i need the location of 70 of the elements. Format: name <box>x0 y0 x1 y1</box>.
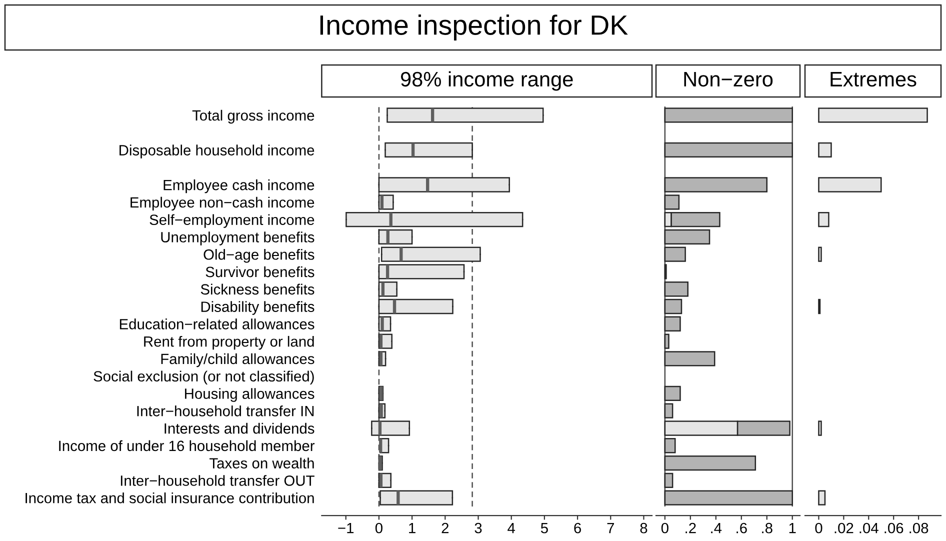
x-tick-label: 1 <box>789 523 796 534</box>
x-tick-label: 0 <box>375 522 382 534</box>
bar <box>664 455 756 471</box>
bar <box>664 282 688 297</box>
bar <box>818 420 822 436</box>
y-tick-label: Survivor benefits <box>206 266 314 278</box>
y-tick-label: Sickness benefits <box>200 284 314 295</box>
x-tick-label: 0 <box>815 522 822 534</box>
bar <box>664 142 793 158</box>
x-tick-label: .08 <box>910 522 928 534</box>
chart-title: Extremes <box>830 72 916 87</box>
y-tick-label: Income tax and social insurance contribution <box>26 492 314 504</box>
y-tick-label: Interests and dividends <box>164 422 314 434</box>
x-tick-label: .02 <box>834 522 854 534</box>
y-tick-label: Disability benefits <box>201 301 314 315</box>
y-tick-label: Rent from property or land <box>144 336 314 350</box>
x-tick-label: .06 <box>884 522 904 534</box>
x-tick-label: .4 <box>711 523 722 534</box>
x-tick-label: 5 <box>540 523 548 534</box>
chart-title: Non−zero <box>684 72 773 87</box>
bar <box>818 142 832 158</box>
x-tick-label: 7 <box>607 523 614 534</box>
y-tick-label: Income of under 16 household member <box>59 440 315 452</box>
x-tick-label: .04 <box>860 522 878 534</box>
bar <box>818 490 826 506</box>
x-tick-label: 2 <box>442 522 449 534</box>
y-tick-label: Unemployment benefits <box>161 232 314 246</box>
y-tick-label: Employee non−cash income <box>130 196 314 211</box>
y-tick-label: Employee cash income <box>164 179 314 194</box>
x-tick-label: 3 <box>474 522 482 534</box>
x-tick-label: 6 <box>574 522 581 534</box>
y-tick-label: Old−age benefits <box>204 248 314 263</box>
x-tick-label: 4 <box>508 523 516 534</box>
bar <box>664 472 674 488</box>
bar <box>664 229 710 245</box>
chart-title: Income inspection for DK <box>320 14 628 40</box>
bar <box>818 246 822 262</box>
y-tick-label: Inter−household transfer OUT <box>120 475 314 486</box>
y-tick-label: Self−employment income <box>150 214 314 228</box>
bar <box>818 177 882 192</box>
x-tick-label: 0 <box>661 522 668 534</box>
y-tick-label: Education−related allowances <box>120 318 314 330</box>
bar <box>664 298 682 314</box>
y-tick-label: Inter−household transfer IN <box>137 406 314 416</box>
y-tick-label: Social exclusion (or not classified) <box>94 370 314 384</box>
x-tick-label: .6 <box>736 522 747 534</box>
y-tick-label: Total gross income <box>192 110 314 124</box>
x-tick-label: .8 <box>762 522 772 534</box>
bar <box>664 490 793 506</box>
x-tick-label: −1 <box>338 523 354 534</box>
bar <box>664 316 681 332</box>
bar <box>664 403 674 418</box>
x-tick-label: 8 <box>640 522 648 534</box>
y-tick-label: Taxes on wealth <box>210 458 314 468</box>
bar <box>664 246 686 262</box>
y-tick-label: Disposable household income <box>120 144 314 158</box>
bar <box>818 108 928 123</box>
y-tick-label: Family/child allowances <box>161 353 314 368</box>
bar <box>664 386 681 402</box>
x-tick-label: .2 <box>686 522 696 534</box>
bar <box>664 438 676 454</box>
bar <box>818 212 830 228</box>
chart-subtitle: 98% income range <box>400 71 573 91</box>
bar <box>664 194 680 210</box>
bar <box>664 334 670 349</box>
y-tick-label: Housing allowances <box>185 388 314 402</box>
x-tick-label: 1 <box>409 523 416 534</box>
bar <box>664 108 793 123</box>
bar <box>664 351 716 366</box>
bar <box>664 177 768 192</box>
